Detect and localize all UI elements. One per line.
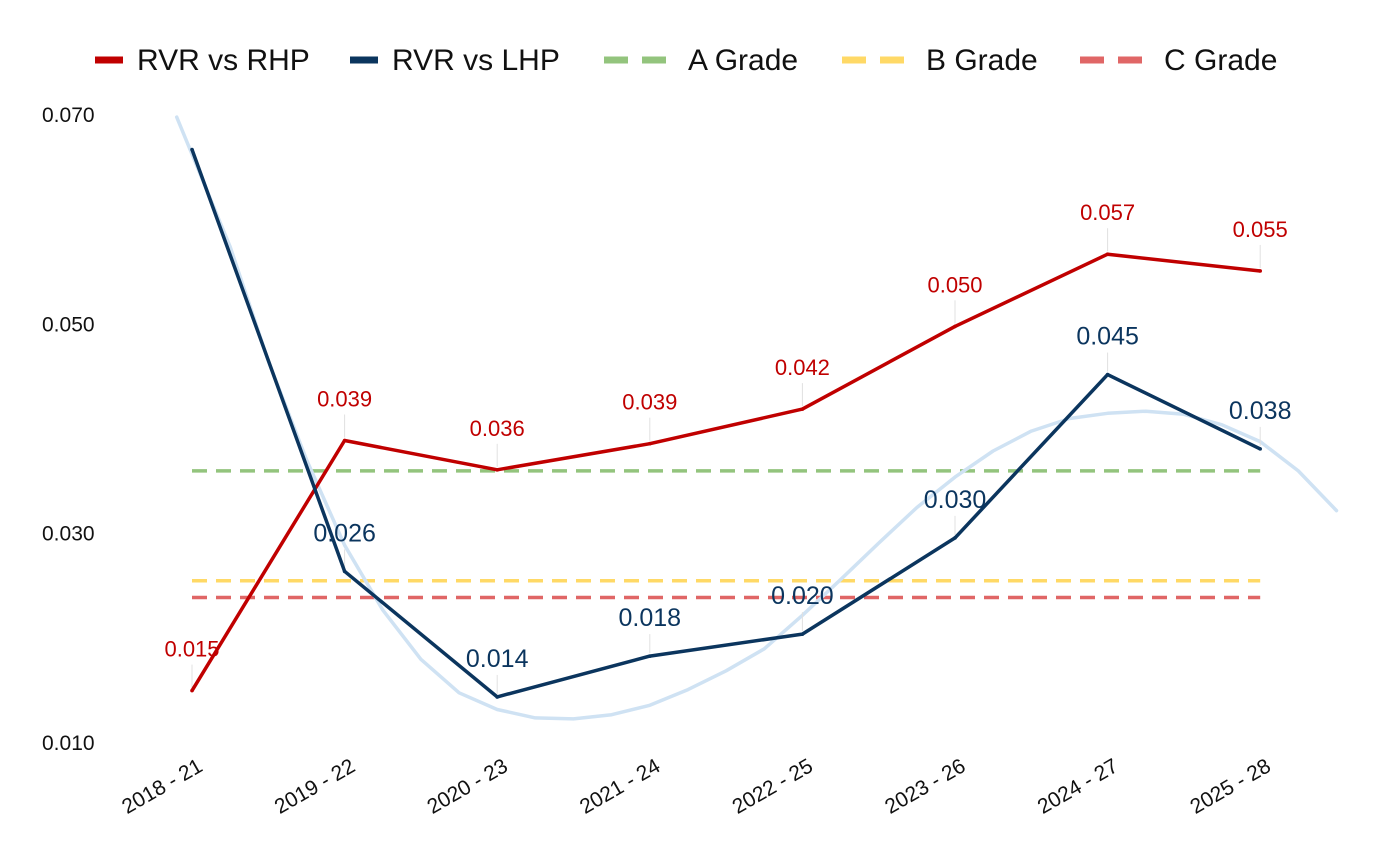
legend: RVR vs RHP RVR vs LHP A Grade B Grade C Grad… (95, 44, 1277, 77)
trendline-curve (174, 115, 1339, 721)
data-label-rvr-vs-lhp: 0.018 (619, 604, 682, 632)
data-point-rvr-vs-lhp (495, 695, 500, 699)
data-point-rvr-vs-rhp (190, 688, 194, 693)
data-point-rvr-vs-lhp (800, 632, 805, 636)
legend-item-a-grade: A Grade (604, 44, 798, 77)
data-point-rvr-vs-rhp (495, 468, 500, 472)
x-axis: 2018 - 21 2019 - 22 2020 - 23 2021 - 24 2022… (118, 754, 1275, 818)
y-tick-label: 0.070 (42, 104, 95, 127)
data-label-rvr-vs-rhp: 0.057 (1080, 200, 1135, 225)
data-point-rvr-vs-lhp (190, 147, 194, 152)
x-tick-label: 2025 - 28 (1186, 754, 1274, 818)
data-point-rvr-vs-lhp (342, 569, 347, 574)
data-label-rvr-vs-rhp: 0.015 (164, 637, 219, 662)
data-point-rvr-vs-lhp (953, 536, 957, 540)
x-tick-label: 2022 - 25 (729, 754, 817, 818)
data-label-rvr-vs-lhp: 0.014 (466, 645, 529, 673)
data-label-rvr-vs-lhp: 0.020 (771, 582, 834, 610)
data-label-rvr-vs-rhp: 0.039 (317, 387, 372, 412)
data-labels: 0.015 0.039 0.036 0.039 0.042 0.050 0.057 0.055… (164, 200, 1291, 673)
data-label-rvr-vs-rhp: 0.039 (622, 390, 677, 415)
x-tick-label: 2018 - 21 (118, 754, 206, 818)
legend-item-rvr-vs-rhp: RVR vs RHP (95, 44, 310, 77)
legend-label-rvr-vs-lhp: RVR vs LHP (392, 44, 560, 77)
x-tick-label: 2020 - 23 (423, 754, 511, 818)
legend-item-b-grade: B Grade (842, 44, 1038, 77)
series-lines (190, 147, 1262, 699)
y-tick-label: 0.050 (42, 313, 95, 336)
data-label-rvr-vs-lhp: 0.026 (313, 519, 376, 547)
x-tick-label: 2021 - 24 (576, 754, 665, 818)
data-point-rvr-vs-lhp (648, 654, 652, 658)
legend-item-c-grade: C Grade (1080, 44, 1277, 77)
data-point-rvr-vs-rhp (648, 441, 652, 446)
label-leaders (191, 228, 1261, 694)
data-point-rvr-vs-rhp (1258, 269, 1262, 273)
data-point-rvr-vs-rhp (953, 324, 957, 329)
data-point-rvr-vs-lhp (1105, 372, 1110, 377)
y-tick-label: 0.030 (42, 523, 95, 546)
reference-lines (192, 469, 1261, 600)
data-label-rvr-vs-lhp: 0.045 (1076, 323, 1139, 351)
data-point-rvr-vs-rhp (800, 407, 805, 411)
data-label-rvr-vs-lhp: 0.030 (924, 486, 987, 514)
legend-label-a-grade: A Grade (688, 44, 798, 77)
x-tick-label: 2024 - 27 (1034, 754, 1122, 818)
data-label-rvr-vs-rhp: 0.042 (775, 355, 830, 380)
data-point-rvr-vs-rhp (342, 438, 347, 443)
data-label-rvr-vs-rhp: 0.036 (470, 416, 525, 441)
data-point-rvr-vs-rhp (1105, 252, 1110, 257)
trendline (174, 115, 1339, 721)
legend-item-rvr-vs-lhp: RVR vs LHP (350, 44, 560, 77)
legend-label-rvr-vs-rhp: RVR vs RHP (137, 44, 310, 77)
data-point-rvr-vs-lhp (1258, 447, 1262, 451)
legend-label-b-grade: B Grade (926, 44, 1038, 77)
series-line-rvr-vs-rhp (190, 252, 1261, 692)
series-line-rvr-vs-lhp (190, 148, 1261, 699)
data-label-rvr-vs-rhp: 0.050 (927, 272, 982, 297)
x-tick-label: 2023 - 26 (881, 754, 969, 818)
y-axis: 0.010 0.030 0.050 0.070 (42, 104, 95, 755)
x-tick-label: 2019 - 22 (271, 754, 359, 818)
data-label-rvr-vs-rhp: 0.055 (1233, 217, 1288, 242)
data-label-rvr-vs-lhp: 0.038 (1229, 397, 1292, 425)
legend-label-c-grade: C Grade (1164, 44, 1277, 77)
y-tick-label: 0.010 (42, 732, 95, 755)
